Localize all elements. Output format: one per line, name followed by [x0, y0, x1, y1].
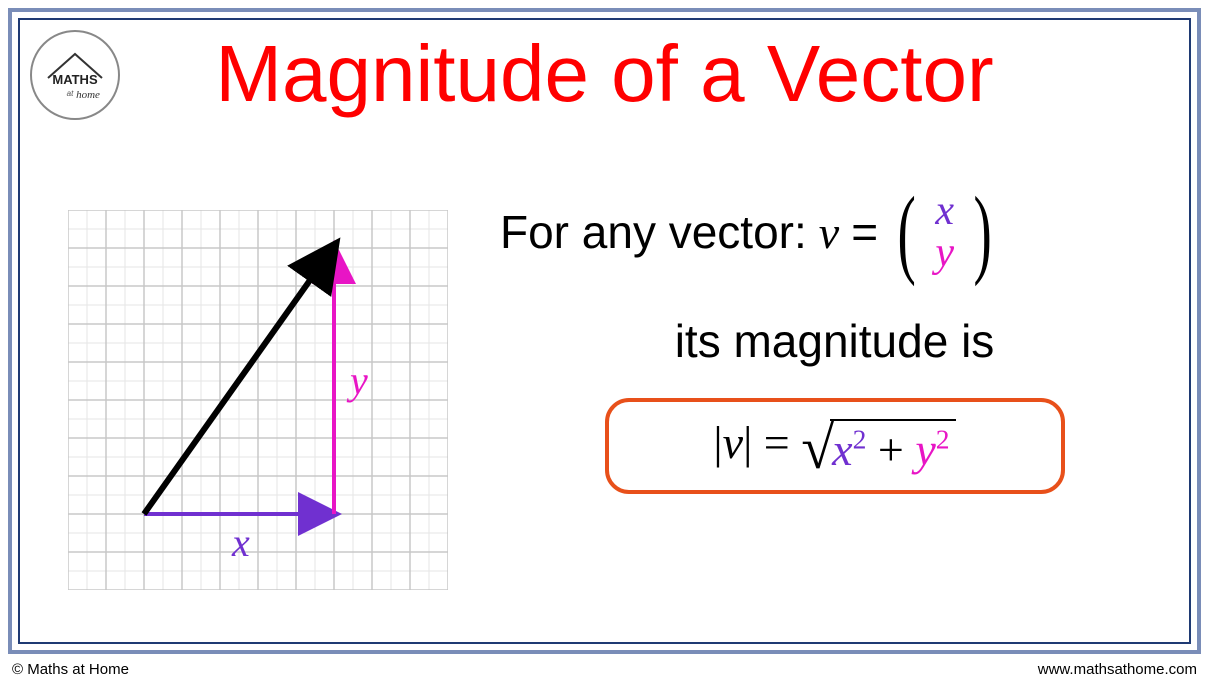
x-component: x: [935, 190, 954, 232]
y-label: y: [346, 358, 368, 403]
v-label: v: [328, 210, 346, 213]
inner-frame: MATHS at home Magnitude of a Vector: [18, 18, 1191, 644]
y-squared-base: y: [915, 424, 935, 475]
website-url: www.mathsathome.com: [1038, 661, 1197, 678]
explanation-block: For any vector: v = ( x y ) its magnitud…: [500, 190, 1169, 494]
equals-sign: =: [851, 205, 878, 259]
x-exponent: 2: [853, 424, 867, 455]
y-exponent: 2: [936, 424, 950, 455]
left-paren-icon: (: [898, 192, 916, 272]
definition-line: For any vector: v = ( x y ): [500, 190, 1169, 274]
copyright-text: © Maths at Home: [12, 661, 129, 678]
x-squared-base: x: [832, 424, 852, 475]
sqrt-expression: √ x2 + y2: [801, 419, 955, 476]
abs-v: v: [723, 417, 743, 468]
outer-frame: MATHS at home Magnitude of a Vector: [8, 8, 1201, 654]
formula-equals: =: [764, 417, 801, 468]
magnitude-intro: its magnitude is: [500, 314, 1169, 368]
y-component: y: [935, 232, 954, 274]
line1-prefix: For any vector:: [500, 205, 807, 259]
sqrt-icon: √: [801, 423, 834, 480]
column-vector: x y: [935, 190, 954, 274]
v-symbol: v: [819, 206, 839, 259]
right-paren-icon: ): [974, 192, 992, 272]
x-label: x: [231, 520, 250, 565]
magnitude-formula-box: |v| = √ x2 + y2: [605, 398, 1065, 494]
plus-sign: +: [878, 424, 915, 475]
page-title: Magnitude of a Vector: [20, 28, 1189, 120]
vector-diagram: v x y: [68, 210, 448, 590]
